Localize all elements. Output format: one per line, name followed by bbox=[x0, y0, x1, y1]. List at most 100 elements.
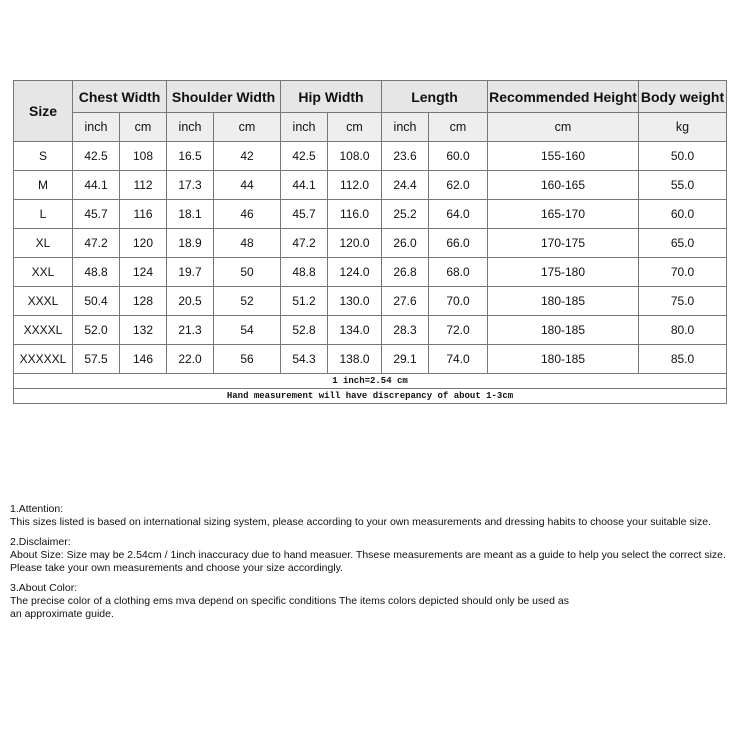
header-chest: Chest Width bbox=[71, 80, 168, 113]
table-cell: 116 bbox=[118, 199, 168, 229]
table-cell: 85.0 bbox=[638, 344, 728, 374]
table-cell: 130.0 bbox=[327, 286, 383, 316]
table-cell: 24.4 bbox=[381, 170, 430, 200]
table-cell: XXL bbox=[13, 257, 73, 287]
table-cell: 120.0 bbox=[327, 228, 383, 258]
header-hip: Hip Width bbox=[280, 80, 383, 113]
table-cell: 62.0 bbox=[428, 170, 489, 200]
unit: cm bbox=[213, 112, 282, 142]
table-cell: 44.1 bbox=[280, 170, 329, 200]
table-cell: 112 bbox=[118, 170, 168, 200]
table-cell: 65.0 bbox=[638, 228, 728, 258]
table-cell: 26.0 bbox=[381, 228, 430, 258]
table-cell: 52.8 bbox=[280, 315, 329, 345]
table-cell: 28.3 bbox=[381, 315, 430, 345]
table-cell: 180-185 bbox=[487, 344, 640, 374]
table-cell: 68.0 bbox=[428, 257, 489, 287]
table-cell: 70.0 bbox=[428, 286, 489, 316]
unit: cm bbox=[428, 112, 489, 142]
discrepancy-note: Hand measurement will have discrepancy o… bbox=[12, 388, 728, 404]
note-text: About Size: Size may be 2.54cm / 1inch i… bbox=[10, 549, 726, 561]
table-cell: 116.0 bbox=[327, 199, 383, 229]
header-row: Size Chest Width Shoulder Width Hip Widt… bbox=[13, 80, 728, 142]
table-cell: 44 bbox=[213, 170, 282, 200]
table-cell: 48.8 bbox=[280, 257, 329, 287]
note-block: 1.Attention: This sizes listed is based o… bbox=[10, 503, 726, 529]
table-cell: 42.5 bbox=[72, 141, 120, 171]
table-cell: 45.7 bbox=[72, 199, 120, 229]
unit: cm bbox=[327, 112, 383, 142]
table-cell: 146 bbox=[118, 344, 168, 374]
table-cell: 66.0 bbox=[428, 228, 489, 258]
table-cell: 60.0 bbox=[638, 199, 728, 229]
note-title: 3.About Color: bbox=[10, 582, 78, 594]
table-cell: 51.2 bbox=[280, 286, 329, 316]
table-cell: 60.0 bbox=[428, 141, 489, 171]
unit: inch bbox=[381, 112, 430, 142]
table-cell: 45.7 bbox=[280, 199, 329, 229]
table-cell: 112.0 bbox=[327, 170, 383, 200]
table-cell: 180-185 bbox=[487, 315, 640, 345]
table-cell: 165-170 bbox=[487, 199, 640, 229]
table-cell: 80.0 bbox=[638, 315, 728, 345]
table-cell: 128 bbox=[118, 286, 168, 316]
table-cell: L bbox=[13, 199, 73, 229]
table-cell: M bbox=[13, 170, 73, 200]
size-chart-table: Size Chest Width Shoulder Width Hip Widt… bbox=[12, 80, 728, 404]
unit: inch bbox=[72, 112, 120, 142]
table-cell: 19.7 bbox=[166, 257, 215, 287]
unit: inch bbox=[166, 112, 215, 142]
table-cell: 55.0 bbox=[638, 170, 728, 200]
table-cell: 50 bbox=[213, 257, 282, 287]
table-cell: 17.3 bbox=[166, 170, 215, 200]
note-block: 2.Disclaimer: About Size: Size may be 2.5… bbox=[10, 536, 726, 575]
table-cell: 64.0 bbox=[428, 199, 489, 229]
table-cell: 23.6 bbox=[381, 141, 430, 171]
table-cell: 21.3 bbox=[166, 315, 215, 345]
table-cell: 138.0 bbox=[327, 344, 383, 374]
note-text: Please take your own measurements and ch… bbox=[10, 562, 344, 574]
table-cell: 70.0 bbox=[638, 257, 728, 287]
table-cell: 134.0 bbox=[327, 315, 383, 345]
table-cell: 56 bbox=[213, 344, 282, 374]
header-size: Size bbox=[13, 80, 73, 142]
table-cell: 175-180 bbox=[487, 257, 640, 287]
table-cell: 48 bbox=[213, 228, 282, 258]
table-cell: 29.1 bbox=[381, 344, 430, 374]
conversion-note: 1 inch=2.54 cm bbox=[12, 373, 728, 389]
table-cell: 72.0 bbox=[428, 315, 489, 345]
discrepancy-row: Hand measurement will have discrepancy o… bbox=[12, 388, 728, 404]
table-cell: 16.5 bbox=[166, 141, 215, 171]
conversion-row: 1 inch=2.54 cm bbox=[12, 373, 728, 389]
table-cell: 120 bbox=[118, 228, 168, 258]
table-row: XXXXXL 57.5 146 22.0 56 54.3 138.0 29.1 74.0 180-… bbox=[13, 344, 728, 374]
table-cell: 44.1 bbox=[72, 170, 120, 200]
table-cell: 132 bbox=[118, 315, 168, 345]
table-cell: 26.8 bbox=[381, 257, 430, 287]
unit-row: inch cm inch cm inch cm inch cm cm kg bbox=[14, 112, 728, 142]
header-weight: Body weight bbox=[638, 80, 728, 113]
table-cell: 50.0 bbox=[638, 141, 728, 171]
note-text: The precise color of a clothing ems mva … bbox=[10, 595, 569, 607]
note-block: 3.About Color: The precise color of a clo… bbox=[10, 582, 726, 621]
table-cell: 18.9 bbox=[166, 228, 215, 258]
notes-section: 1.Attention: This sizes listed is based o… bbox=[10, 503, 726, 628]
table-cell: 25.2 bbox=[381, 199, 430, 229]
table-cell: XL bbox=[13, 228, 73, 258]
table-cell: 124.0 bbox=[327, 257, 383, 287]
table-cell: 180-185 bbox=[487, 286, 640, 316]
note-title: 2.Disclaimer: bbox=[10, 536, 71, 548]
table-cell: 74.0 bbox=[428, 344, 489, 374]
table-cell: XXXXL bbox=[13, 315, 73, 345]
table-cell: 108 bbox=[118, 141, 168, 171]
note-text: This sizes listed is based on internatio… bbox=[10, 516, 711, 528]
table-row: S 42.5 108 16.5 42 42.5 108.0 23.6 60.0 155-160 50… bbox=[13, 141, 728, 171]
table-cell: 57.5 bbox=[72, 344, 120, 374]
table-cell: XXXXXL bbox=[13, 344, 73, 374]
table-cell: 47.2 bbox=[72, 228, 120, 258]
unit: cm bbox=[487, 112, 640, 142]
table-cell: 170-175 bbox=[487, 228, 640, 258]
table-cell: 20.5 bbox=[166, 286, 215, 316]
note-title: 1.Attention: bbox=[10, 503, 64, 515]
note-text: an approximate guide. bbox=[10, 608, 114, 620]
